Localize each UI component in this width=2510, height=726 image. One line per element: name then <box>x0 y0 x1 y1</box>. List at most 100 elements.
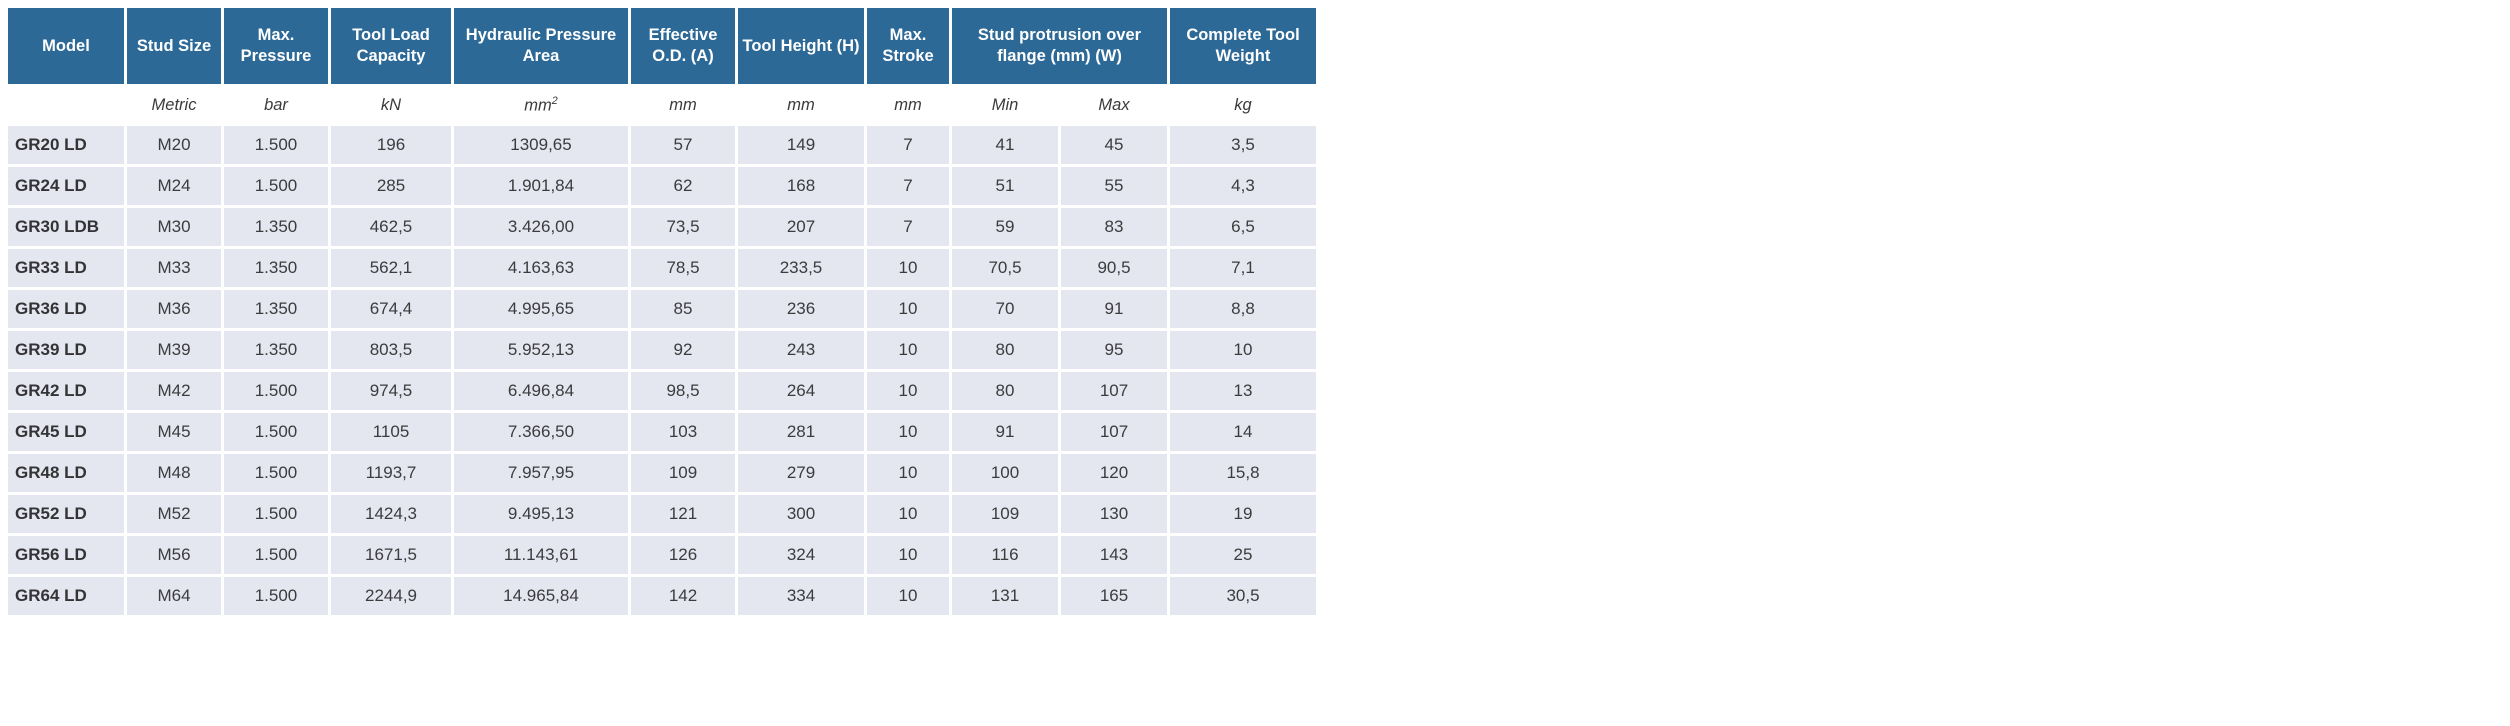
value-cell: 5.952,13 <box>454 331 628 369</box>
value-cell: 10 <box>867 536 949 574</box>
value-cell: M48 <box>127 454 221 492</box>
column-header: Stud protrusion over flange (mm) (W) <box>952 8 1167 84</box>
unit-cell: Max <box>1061 87 1167 123</box>
value-cell: 130 <box>1061 495 1167 533</box>
value-cell: 142 <box>631 577 735 615</box>
value-cell: 80 <box>952 331 1058 369</box>
table-row: GR56 LD M56 1.500 1671,5 11.143,61 126 324 10 11… <box>8 536 1316 574</box>
value-cell: 7 <box>867 167 949 205</box>
model-cell: GR64 LD <box>8 577 124 615</box>
value-cell: 51 <box>952 167 1058 205</box>
value-cell: 103 <box>631 413 735 451</box>
value-cell: 70,5 <box>952 249 1058 287</box>
value-cell: 4,3 <box>1170 167 1316 205</box>
value-cell: 1.500 <box>224 536 328 574</box>
value-cell: 264 <box>738 372 864 410</box>
unit-cell: mm <box>867 87 949 123</box>
value-cell: 73,5 <box>631 208 735 246</box>
value-cell: M45 <box>127 413 221 451</box>
value-cell: 25 <box>1170 536 1316 574</box>
table-row: GR24 LD M24 1.500 285 1.901,84 62 168 7 51 55 4,3 <box>8 167 1316 205</box>
table-row: GR33 LD M33 1.350 562,1 4.163,63 78,5 233,5 10 7… <box>8 249 1316 287</box>
value-cell: 80 <box>952 372 1058 410</box>
model-cell: GR20 LD <box>8 126 124 164</box>
value-cell: 1.350 <box>224 249 328 287</box>
column-header: Tool Load Capacity <box>331 8 451 84</box>
table-header: Model Stud Size Max. Pressure Tool Load Cap… <box>8 8 1316 123</box>
value-cell: M36 <box>127 290 221 328</box>
value-cell: 91 <box>1061 290 1167 328</box>
value-cell: 10 <box>867 413 949 451</box>
value-cell: 100 <box>952 454 1058 492</box>
value-cell: 3.426,00 <box>454 208 628 246</box>
value-cell: 803,5 <box>331 331 451 369</box>
value-cell: 15,8 <box>1170 454 1316 492</box>
table-row: GR42 LD M42 1.500 974,5 6.496,84 98,5 264 10 80 1… <box>8 372 1316 410</box>
value-cell: 562,1 <box>331 249 451 287</box>
column-header: Max. Pressure <box>224 8 328 84</box>
value-cell: 3,5 <box>1170 126 1316 164</box>
value-cell: 41 <box>952 126 1058 164</box>
value-cell: 9.495,13 <box>454 495 628 533</box>
value-cell: 233,5 <box>738 249 864 287</box>
value-cell: 11.143,61 <box>454 536 628 574</box>
value-cell: 6.496,84 <box>454 372 628 410</box>
value-cell: 1.350 <box>224 208 328 246</box>
column-header: Stud Size <box>127 8 221 84</box>
table-row: GR30 LDB M30 1.350 462,5 3.426,00 73,5 207 7 59 8… <box>8 208 1316 246</box>
value-cell: 674,4 <box>331 290 451 328</box>
value-cell: 107 <box>1061 413 1167 451</box>
value-cell: 300 <box>738 495 864 533</box>
model-cell: GR24 LD <box>8 167 124 205</box>
value-cell: 1.500 <box>224 372 328 410</box>
column-header: Max. Stroke <box>867 8 949 84</box>
value-cell: 19 <box>1170 495 1316 533</box>
unit-cell: Min <box>952 87 1058 123</box>
value-cell: M39 <box>127 331 221 369</box>
value-cell: 120 <box>1061 454 1167 492</box>
value-cell: 168 <box>738 167 864 205</box>
value-cell: 13 <box>1170 372 1316 410</box>
value-cell: 10 <box>867 290 949 328</box>
model-cell: GR39 LD <box>8 331 124 369</box>
value-cell: 1.500 <box>224 167 328 205</box>
value-cell: 10 <box>867 454 949 492</box>
unit-cell: Metric <box>127 87 221 123</box>
value-cell: 7 <box>867 126 949 164</box>
table-body: GR20 LD M20 1.500 196 1309,65 57 149 7 41 45 3,5 GR… <box>8 126 1316 615</box>
value-cell: 70 <box>952 290 1058 328</box>
value-cell: 78,5 <box>631 249 735 287</box>
value-cell: 324 <box>738 536 864 574</box>
value-cell: M64 <box>127 577 221 615</box>
column-header: Model <box>8 8 124 84</box>
value-cell: 59 <box>952 208 1058 246</box>
value-cell: 4.995,65 <box>454 290 628 328</box>
value-cell: 462,5 <box>331 208 451 246</box>
value-cell: 1105 <box>331 413 451 451</box>
value-cell: 10 <box>867 495 949 533</box>
value-cell: 98,5 <box>631 372 735 410</box>
value-cell: 7.366,50 <box>454 413 628 451</box>
value-cell: 83 <box>1061 208 1167 246</box>
table-row: GR20 LD M20 1.500 196 1309,65 57 149 7 41 45 3,5 <box>8 126 1316 164</box>
column-header: Tool Height (H) <box>738 8 864 84</box>
value-cell: 7,1 <box>1170 249 1316 287</box>
unit-cell: kN <box>331 87 451 123</box>
value-cell: 10 <box>1170 331 1316 369</box>
value-cell: 92 <box>631 331 735 369</box>
column-header: Complete Tool Weight <box>1170 8 1316 84</box>
value-cell: 10 <box>867 331 949 369</box>
unit-cell: kg <box>1170 87 1316 123</box>
value-cell: 334 <box>738 577 864 615</box>
value-cell: 1.500 <box>224 413 328 451</box>
table-row: GR52 LD M52 1.500 1424,3 9.495,13 121 300 10 109… <box>8 495 1316 533</box>
value-cell: 4.163,63 <box>454 249 628 287</box>
unit-cell: bar <box>224 87 328 123</box>
value-cell: M33 <box>127 249 221 287</box>
value-cell: 1.350 <box>224 290 328 328</box>
model-cell: GR52 LD <box>8 495 124 533</box>
value-cell: 285 <box>331 167 451 205</box>
value-cell: 116 <box>952 536 1058 574</box>
value-cell: 243 <box>738 331 864 369</box>
value-cell: 57 <box>631 126 735 164</box>
